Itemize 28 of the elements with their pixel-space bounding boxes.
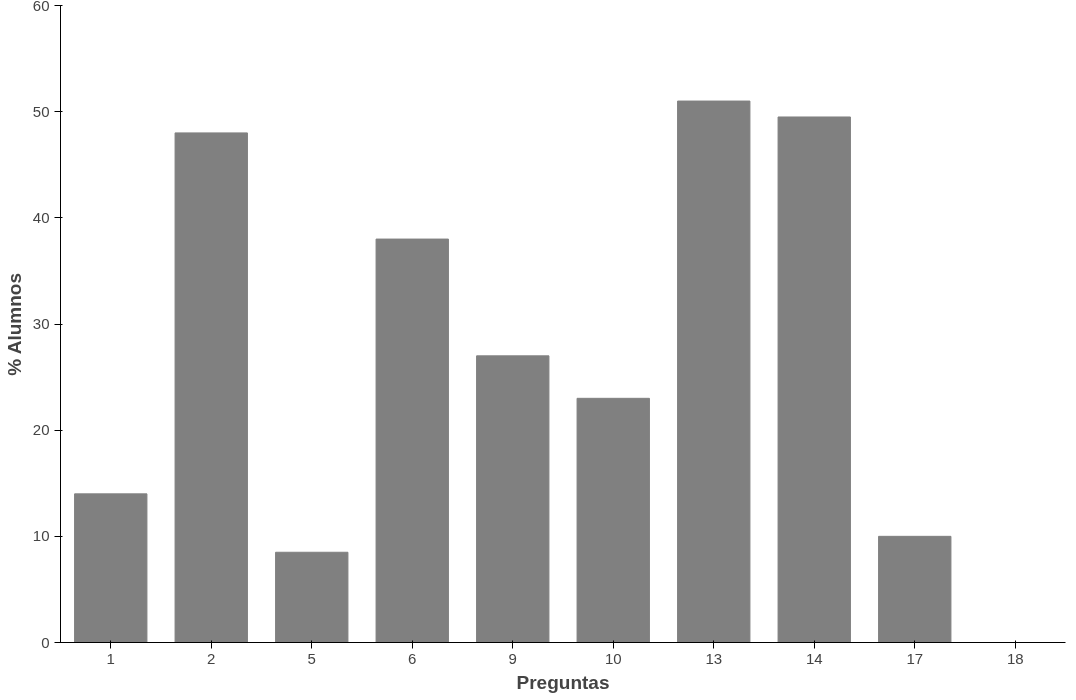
x-tick-label: 13 xyxy=(705,649,723,667)
y-tick-label: 10 xyxy=(32,527,50,545)
y-axis-title: % Alumnos xyxy=(3,272,25,376)
bar xyxy=(375,238,449,643)
y-tick-label: 40 xyxy=(32,208,50,226)
bar xyxy=(878,535,952,643)
x-tick-label: 2 xyxy=(207,649,216,667)
bar xyxy=(777,116,851,643)
x-tick-label: 14 xyxy=(805,649,823,667)
bar xyxy=(275,551,349,643)
y-tick-label: 30 xyxy=(32,315,50,332)
bar xyxy=(174,132,248,643)
y-tick-label: 0 xyxy=(41,633,50,651)
x-tick-label: 9 xyxy=(508,649,517,667)
x-tick-label: 5 xyxy=(307,649,316,667)
x-tick-label: 17 xyxy=(906,649,924,667)
y-tick-label: 20 xyxy=(32,421,50,439)
bar xyxy=(677,100,751,643)
bar xyxy=(476,355,550,643)
y-tick-label: 50 xyxy=(32,102,50,120)
x-axis-title: Preguntas xyxy=(516,671,610,693)
bar xyxy=(576,397,650,643)
bar xyxy=(74,493,148,643)
y-tick-label: 60 xyxy=(32,0,50,14)
x-tick-label: 6 xyxy=(408,649,417,667)
x-tick-label: 18 xyxy=(1006,649,1024,667)
x-tick-label: 10 xyxy=(604,649,622,667)
x-tick-label: 1 xyxy=(106,649,115,667)
